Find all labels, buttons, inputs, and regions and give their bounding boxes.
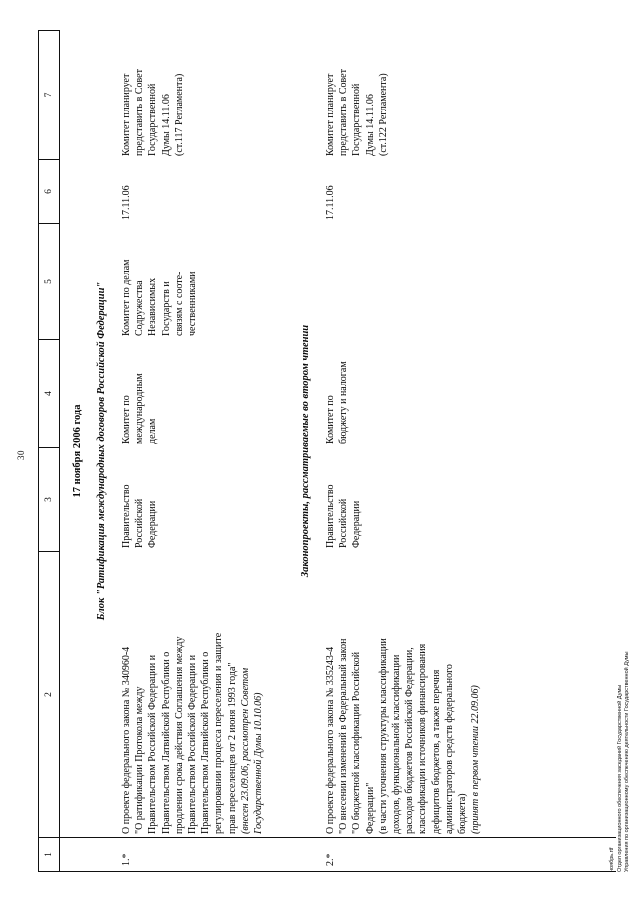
row-note: Комитет планирует представить в Совет Госу… bbox=[121, 69, 185, 156]
column-number-6: 6 bbox=[38, 160, 60, 224]
column-number-3: 3 bbox=[38, 448, 60, 552]
subject-note: (принят в первом чтении 22.09.06) bbox=[470, 685, 482, 834]
table-column-number-strip: 1 2 3 4 5 6 7 bbox=[38, 30, 60, 872]
row-initiator: Правительство Российской Федерации bbox=[325, 484, 363, 548]
block-heading-1: Блок "Ратификация международных договоро… bbox=[96, 281, 107, 621]
row-responsible-committee: Комитет по бюджету и налогам bbox=[325, 361, 350, 444]
table-row: 2.* О проекте федерального закона № 3352… bbox=[324, 30, 482, 872]
row-number: 1.* bbox=[121, 853, 132, 867]
subject-text: О проекте федерального закона № 340960-4… bbox=[121, 632, 238, 834]
column-number-4: 4 bbox=[38, 340, 60, 448]
page-footer: ноябрь.rtf Отдел организационного обеспе… bbox=[609, 652, 632, 873]
row-responsible-committee: Комитет по международным делам bbox=[121, 373, 159, 444]
footer-filename: ноябрь.rtf bbox=[609, 847, 616, 872]
row-date: 17.11.06 bbox=[325, 185, 336, 220]
subject-note: (внесен 23.09.06, рассмотрен Советом Госу… bbox=[239, 667, 265, 834]
row-date: 17.11.06 bbox=[121, 185, 132, 220]
table-row: 1.* О проекте федерального закона № 3409… bbox=[120, 30, 265, 872]
column-number-5: 5 bbox=[38, 224, 60, 340]
block-heading-2: Законопроекты, рассматриваемые во втором… bbox=[300, 324, 311, 578]
column-number-1: 1 bbox=[38, 838, 60, 872]
column-number-7: 7 bbox=[38, 30, 60, 160]
row-note: Комитет планирует представить в Совет Госу… bbox=[325, 69, 389, 156]
page-number: 30 bbox=[16, 450, 26, 460]
row-co-committee: Комитет по делам Содружества Независимых Го… bbox=[121, 259, 199, 336]
footer-directorate: Управления по организационному обеспечен… bbox=[624, 651, 631, 873]
row-number: 2.* bbox=[325, 853, 336, 867]
row-subject: О проекте федерального закона № 335243-4… bbox=[324, 552, 482, 838]
row-initiator: Правительство Российской Федерации bbox=[121, 484, 159, 548]
column-number-2: 2 bbox=[38, 552, 60, 838]
row-subject: О проекте федерального закона № 340960-4… bbox=[120, 552, 265, 838]
subject-text: О проекте федерального закона № 335243-4… bbox=[325, 638, 469, 834]
date-heading: 17 ноября 2006 года bbox=[72, 404, 83, 498]
